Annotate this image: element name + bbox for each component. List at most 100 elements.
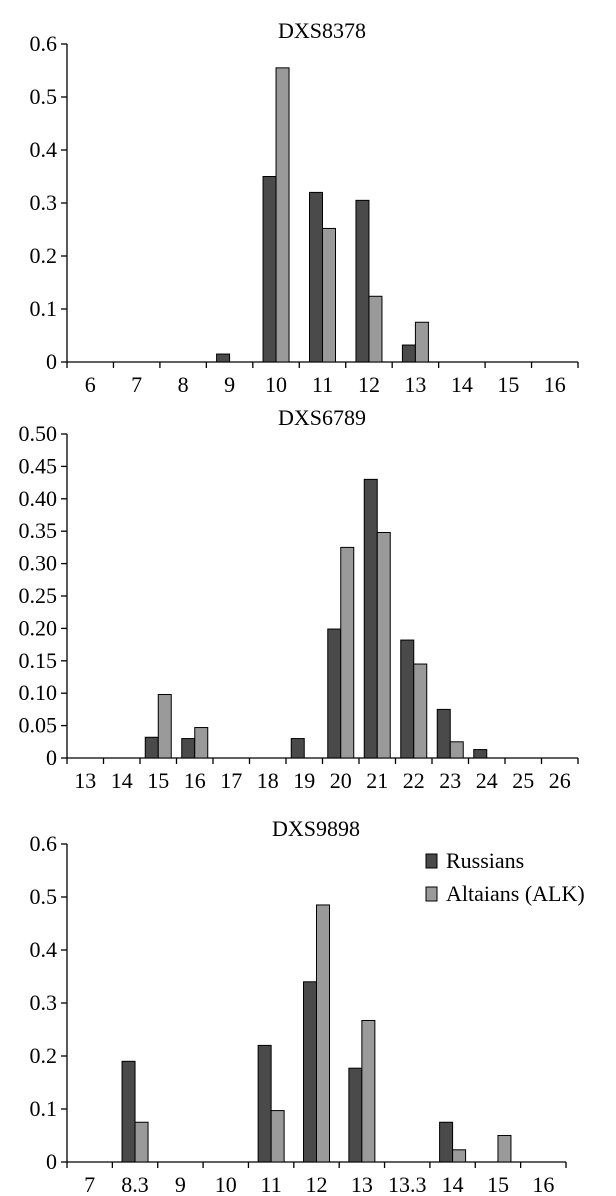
bar-altaians-21 bbox=[376, 531, 391, 759]
x-tick-label: 14 bbox=[451, 372, 473, 397]
bar-altaians-13 bbox=[414, 321, 429, 363]
x-tick-label: 14 bbox=[111, 768, 133, 793]
chart-title: DXS9898 bbox=[272, 816, 360, 841]
x-tick-label: 10 bbox=[265, 372, 287, 397]
x-tick-label: 16 bbox=[184, 768, 206, 793]
y-tick-label: 0.4 bbox=[30, 937, 58, 962]
bar-russians-21 bbox=[363, 478, 378, 759]
bar-russians-9 bbox=[216, 353, 231, 363]
x-tick-label: 6 bbox=[85, 372, 96, 397]
bar-russians-8.3 bbox=[121, 1060, 136, 1163]
y-tick-label: 0.25 bbox=[19, 583, 58, 608]
x-tick-label: 15 bbox=[487, 1172, 509, 1196]
legend: Russians Altaians (ALK) bbox=[425, 848, 585, 906]
y-tick-label: 0.5 bbox=[30, 884, 58, 909]
x-tick-label: 12 bbox=[358, 372, 380, 397]
bar-altaians-10 bbox=[275, 67, 290, 363]
y-tick-label: 0.2 bbox=[30, 243, 58, 268]
bar-russians-16 bbox=[181, 738, 196, 759]
x-tick-label: 15 bbox=[497, 372, 519, 397]
y-tick-label: 0.05 bbox=[19, 713, 58, 738]
x-tick-label: 19 bbox=[293, 768, 315, 793]
x-tick-label: 9 bbox=[175, 1172, 186, 1196]
bar-russians-13 bbox=[348, 1067, 363, 1163]
x-tick-label: 26 bbox=[549, 768, 571, 793]
bar-russians-19 bbox=[290, 738, 305, 759]
y-tick-label: 0 bbox=[46, 1149, 57, 1174]
bar-russians-23 bbox=[436, 708, 451, 759]
y-tick-label: 0.40 bbox=[19, 486, 58, 511]
x-tick-label: 13 bbox=[74, 768, 96, 793]
bar-altaians-23 bbox=[449, 741, 464, 759]
bar-russians-10 bbox=[262, 176, 277, 363]
y-tick-label: 0.4 bbox=[30, 137, 58, 162]
x-tick-label: 25 bbox=[512, 768, 534, 793]
x-tick-label: 21 bbox=[366, 768, 388, 793]
y-tick-label: 0.50 bbox=[19, 421, 58, 446]
bar-russians-24 bbox=[473, 749, 488, 759]
x-tick-label: 16 bbox=[544, 372, 566, 397]
x-tick-label: 11 bbox=[312, 372, 333, 397]
legend-swatch-altaians bbox=[425, 886, 438, 902]
x-tick-label: 13 bbox=[404, 372, 426, 397]
x-tick-label: 16 bbox=[532, 1172, 554, 1196]
x-tick-label: 17 bbox=[220, 768, 242, 793]
y-tick-label: 0.35 bbox=[19, 518, 58, 543]
x-tick-label: 12 bbox=[306, 1172, 328, 1196]
y-tick-label: 0.3 bbox=[30, 990, 58, 1015]
bar-russians-20 bbox=[327, 628, 342, 759]
bar-altaians-12 bbox=[368, 295, 383, 363]
x-tick-label: 18 bbox=[257, 768, 279, 793]
legend-swatch-russians bbox=[425, 853, 438, 869]
y-tick-label: 0.6 bbox=[30, 831, 58, 856]
legend-label: Russians bbox=[446, 848, 524, 873]
chart-title: DXS6789 bbox=[278, 405, 366, 430]
x-tick-label: 8 bbox=[178, 372, 189, 397]
bar-altaians-16 bbox=[194, 727, 209, 759]
x-tick-label: 13 bbox=[351, 1172, 373, 1196]
bar-russians-12 bbox=[303, 981, 317, 1163]
y-tick-label: 0.2 bbox=[30, 1043, 58, 1068]
bar-altaians-14 bbox=[452, 1149, 467, 1163]
y-tick-label: 0.3 bbox=[30, 190, 58, 215]
x-tick-label: 20 bbox=[330, 768, 352, 793]
y-tick-label: 0 bbox=[46, 745, 57, 770]
bar-altaians-22 bbox=[413, 663, 428, 759]
y-tick-label: 0.20 bbox=[19, 615, 58, 640]
y-tick-label: 0.15 bbox=[19, 648, 58, 673]
y-tick-label: 0.10 bbox=[19, 680, 58, 705]
x-tick-label: 15 bbox=[147, 768, 169, 793]
x-tick-label: 7 bbox=[131, 372, 142, 397]
bar-altaians-12 bbox=[316, 904, 330, 1163]
chart-dxs9898: DXS9898 0 0.1 0.2 0.3 0.4 0.5 0.6 7 8.3 9 10 11 12 13 1… bbox=[30, 816, 585, 1196]
x-tick-label: 9 bbox=[224, 372, 235, 397]
y-tick-label: 0.6 bbox=[30, 31, 58, 56]
bar-altaians-11 bbox=[322, 227, 336, 363]
chart-dxs6789: DXS6789 0 0.05 0.10 0.15 0.20 0.25 0.30 0.35 0.40… bbox=[19, 405, 579, 793]
bar-russians-15 bbox=[144, 736, 159, 759]
x-tick-label: 14 bbox=[442, 1172, 464, 1196]
x-tick-label: 13.3 bbox=[388, 1172, 427, 1196]
bar-altaians-15 bbox=[157, 693, 172, 759]
x-tick-label: 7 bbox=[84, 1172, 95, 1196]
legend-label: Altaians (ALK) bbox=[446, 881, 585, 906]
bar-russians-14 bbox=[439, 1121, 454, 1163]
bar-altaians-11 bbox=[270, 1110, 285, 1163]
y-tick-label: 0.45 bbox=[19, 453, 58, 478]
x-tick-label: 8.3 bbox=[121, 1172, 149, 1196]
x-tick-label: 23 bbox=[439, 768, 461, 793]
x-tick-label: 10 bbox=[215, 1172, 237, 1196]
y-tick-label: 0.1 bbox=[30, 1096, 58, 1121]
x-tick-label: 22 bbox=[403, 768, 425, 793]
bar-russians-12 bbox=[355, 199, 370, 363]
bar-russians-13 bbox=[401, 344, 416, 363]
bar-altaians-13 bbox=[361, 1019, 376, 1163]
bar-russians-11 bbox=[309, 191, 323, 363]
x-tick-label: 24 bbox=[476, 768, 498, 793]
chart-title: DXS8378 bbox=[278, 18, 366, 43]
y-tick-label: 0 bbox=[46, 349, 57, 374]
bar-altaians-20 bbox=[340, 546, 355, 759]
bar-altaians-15 bbox=[497, 1135, 512, 1163]
y-tick-label: 0.5 bbox=[30, 84, 58, 109]
